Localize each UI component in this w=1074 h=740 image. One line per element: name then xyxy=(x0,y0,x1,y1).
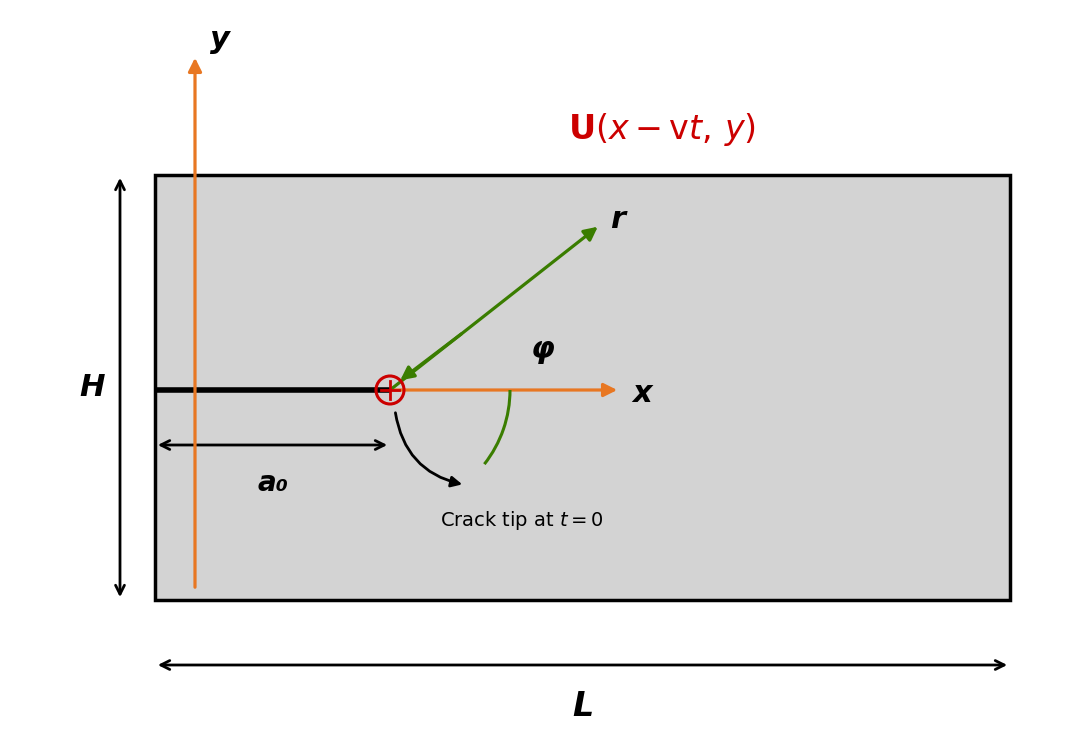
Text: L: L xyxy=(571,690,593,724)
Text: a₀: a₀ xyxy=(257,469,288,497)
Text: Crack tip at $t = 0$: Crack tip at $t = 0$ xyxy=(440,508,604,531)
Text: y: y xyxy=(211,25,230,55)
Text: H: H xyxy=(79,373,105,402)
Text: $\mathbf{U}(x - \mathrm{v}t,\, y)$: $\mathbf{U}(x - \mathrm{v}t,\, y)$ xyxy=(568,112,756,149)
Text: φ: φ xyxy=(531,335,554,364)
Text: x: x xyxy=(632,380,652,408)
Bar xyxy=(155,175,1010,600)
Text: r: r xyxy=(610,206,625,235)
